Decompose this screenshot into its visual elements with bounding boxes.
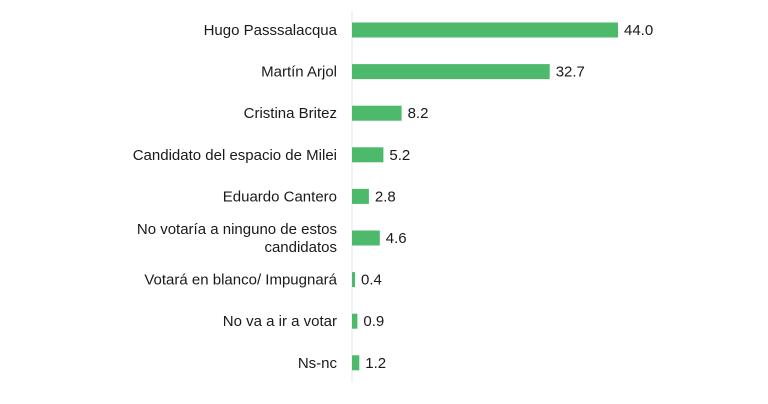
category-labels-group: Hugo Passsalacqua Martín Arjol Cristina Br…: [133, 22, 338, 372]
bar-6: [352, 272, 355, 288]
bar-8: [352, 355, 360, 371]
category-label-5: No votaría a ninguno de estos candidatos: [137, 221, 337, 256]
category-label-1: Martín Arjol: [261, 64, 337, 81]
bar-1: [352, 64, 550, 80]
value-label-2: 8.2: [408, 105, 429, 122]
value-label-5: 4.6: [386, 230, 407, 247]
category-label-4: Eduardo Cantero: [223, 188, 337, 205]
category-label-8: Ns-nc: [298, 355, 338, 372]
category-label-7: No va a ir a votar: [223, 313, 337, 330]
category-label-3: Candidato del espacio de Milei: [133, 147, 337, 164]
bar-4: [352, 188, 369, 204]
value-label-8: 1.2: [365, 355, 386, 372]
bar-7: [352, 313, 358, 329]
value-labels-group: 44.0 32.7 8.2 5.2 2.8 4.6 0.4 0.9 1.2: [361, 22, 653, 372]
bar-3: [352, 147, 384, 163]
bar-2: [352, 105, 402, 121]
bar-0: [352, 22, 618, 38]
value-label-4: 2.8: [375, 188, 396, 205]
category-label-0: Hugo Passsalacqua: [204, 22, 338, 39]
value-label-3: 5.2: [389, 147, 410, 164]
category-label-6: Votará en blanco/ Impugnará: [144, 272, 337, 289]
bars-group: [352, 22, 618, 371]
value-label-0: 44.0: [624, 22, 653, 39]
bar-5: [352, 230, 380, 246]
category-label-2: Cristina Britez: [244, 105, 337, 122]
value-label-6: 0.4: [361, 272, 382, 289]
value-label-1: 32.7: [556, 64, 585, 81]
value-label-7: 0.9: [363, 313, 384, 330]
